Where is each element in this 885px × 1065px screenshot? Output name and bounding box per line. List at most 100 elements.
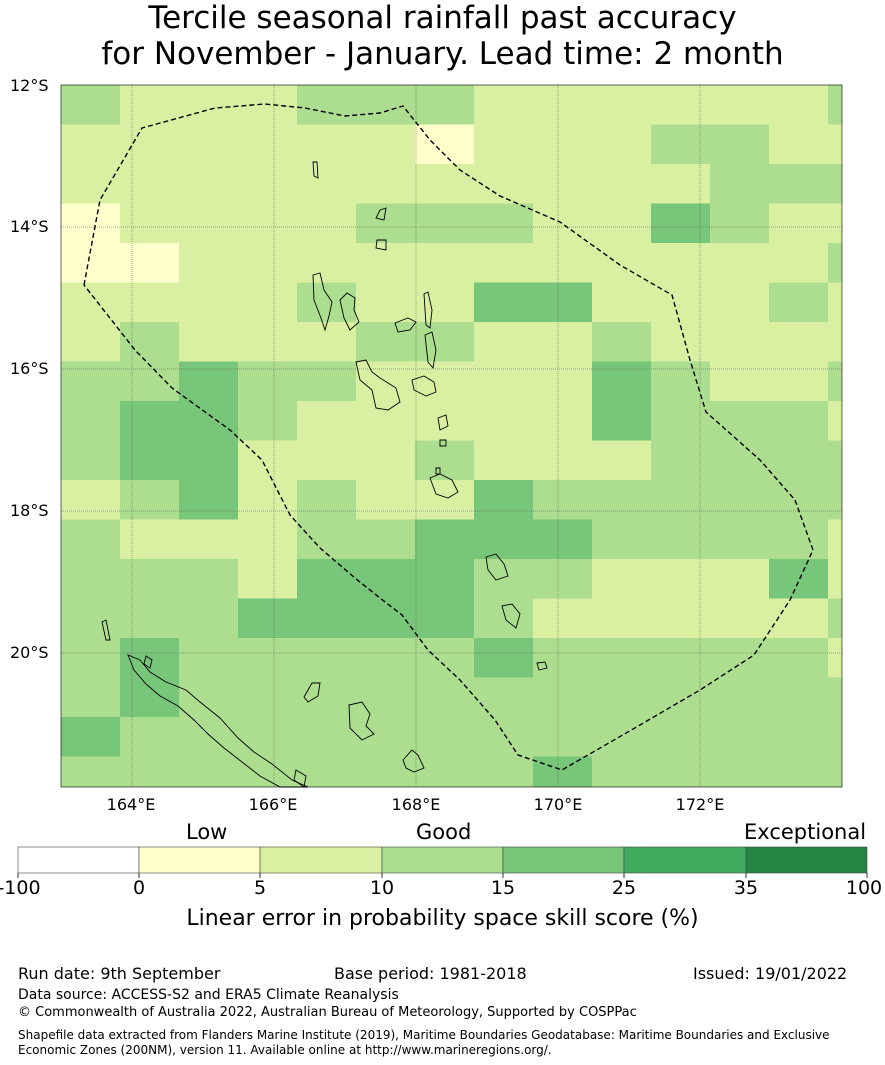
skill-cell: [356, 85, 416, 125]
lon-label-166e: 166°E: [248, 795, 298, 814]
skill-cell: [356, 717, 416, 757]
skill-cell: [651, 203, 711, 244]
skill-cell: [592, 480, 652, 520]
skill-cell: [415, 85, 475, 125]
copyright: © Commonwealth of Australia 2022, Austra…: [18, 1005, 637, 1020]
skill-cell: [651, 638, 711, 678]
skill-cell: [533, 638, 593, 678]
skill-cell: [120, 519, 180, 560]
eez-boundary: [83, 103, 814, 771]
skill-cell: [651, 440, 711, 481]
skill-cell: [179, 717, 239, 757]
skill-cell: [710, 717, 770, 757]
skill-cell: [297, 243, 357, 283]
skill-cell: [179, 440, 239, 481]
lon-label-164e: 164°E: [106, 795, 156, 814]
category-exceptional: Exceptional: [744, 820, 867, 844]
skill-cell: [710, 243, 770, 283]
skill-cell: [769, 401, 829, 441]
island-outline: [423, 291, 433, 329]
skill-cell: [61, 756, 121, 787]
skill-cell: [828, 243, 842, 283]
map-frame: [60, 84, 843, 788]
colorbar-segment: [745, 846, 868, 874]
skill-cell: [415, 124, 475, 165]
skill-cell: [769, 124, 829, 165]
skill-cell: [120, 717, 180, 757]
skill-cell: [769, 203, 829, 244]
skill-cell: [474, 598, 534, 639]
skill-cell: [769, 756, 829, 787]
skill-cell: [179, 756, 239, 787]
skill-cell: [356, 559, 416, 599]
island-outline: [312, 272, 333, 332]
skill-cell: [415, 756, 475, 787]
skill-cell: [297, 322, 357, 362]
skill-cell: [61, 322, 121, 362]
skill-cell: [533, 282, 593, 323]
skill-cell: [474, 519, 534, 560]
skill-cell: [769, 519, 829, 560]
island-outline: [402, 749, 425, 773]
skill-cell: [592, 243, 652, 283]
base-period: Base period: 1981-2018: [334, 964, 527, 983]
skill-cell: [533, 164, 593, 204]
skill-cell: [120, 322, 180, 362]
lon-label-172e: 172°E: [675, 795, 725, 814]
skill-cell: [120, 164, 180, 204]
skill-cell: [474, 322, 534, 362]
skill-cell: [474, 164, 534, 204]
skill-cell: [828, 401, 842, 441]
skill-cell: [179, 322, 239, 362]
skill-cell: [592, 401, 652, 441]
skill-cell: [710, 638, 770, 678]
skill-cell: [297, 361, 357, 402]
category-low: Low: [186, 820, 228, 844]
skill-cell: [179, 401, 239, 441]
skill-cell: [592, 756, 652, 787]
skill-cell: [592, 598, 652, 639]
skill-cell: [238, 85, 298, 125]
island-outline: [411, 375, 437, 397]
skill-cell: [828, 480, 842, 520]
skill-cell: [356, 756, 416, 787]
island-outline: [375, 239, 387, 251]
skill-cell: [415, 559, 475, 599]
skill-cell: [415, 361, 475, 402]
skill-cell: [61, 124, 121, 165]
skill-cell: [297, 440, 357, 481]
skill-cell: [828, 519, 842, 560]
skill-cell: [651, 85, 711, 125]
skill-cell: [474, 243, 534, 283]
skill-cell: [769, 322, 829, 362]
skill-cell: [769, 85, 829, 125]
skill-cell: [415, 717, 475, 757]
skill-cell: [592, 85, 652, 125]
skill-cell: [356, 164, 416, 204]
skill-cell: [592, 124, 652, 165]
skill-cell: [415, 677, 475, 718]
skill-cell: [533, 401, 593, 441]
skill-cell: [297, 756, 357, 787]
skill-cell: [710, 282, 770, 323]
skill-cell: [769, 638, 829, 678]
skill-cell: [592, 638, 652, 678]
skill-cell: [592, 282, 652, 323]
skill-cell: [120, 124, 180, 165]
lon-label-168e: 168°E: [391, 795, 441, 814]
island-outline: [348, 701, 375, 741]
skill-cell: [238, 519, 298, 560]
skill-cell: [533, 756, 593, 787]
island-outline: [437, 414, 449, 431]
lat-label-12s: 12°S: [10, 76, 49, 95]
skill-cell: [592, 559, 652, 599]
skill-cell: [120, 598, 180, 639]
skill-cell: [415, 282, 475, 323]
run-date: Run date: 9th September: [18, 964, 221, 983]
skill-cell: [710, 756, 770, 787]
skill-cell: [651, 756, 711, 787]
skill-cell: [533, 203, 593, 244]
skill-cell: [238, 559, 298, 599]
skill-cell: [297, 164, 357, 204]
colorbar-tick: 10: [369, 877, 395, 899]
